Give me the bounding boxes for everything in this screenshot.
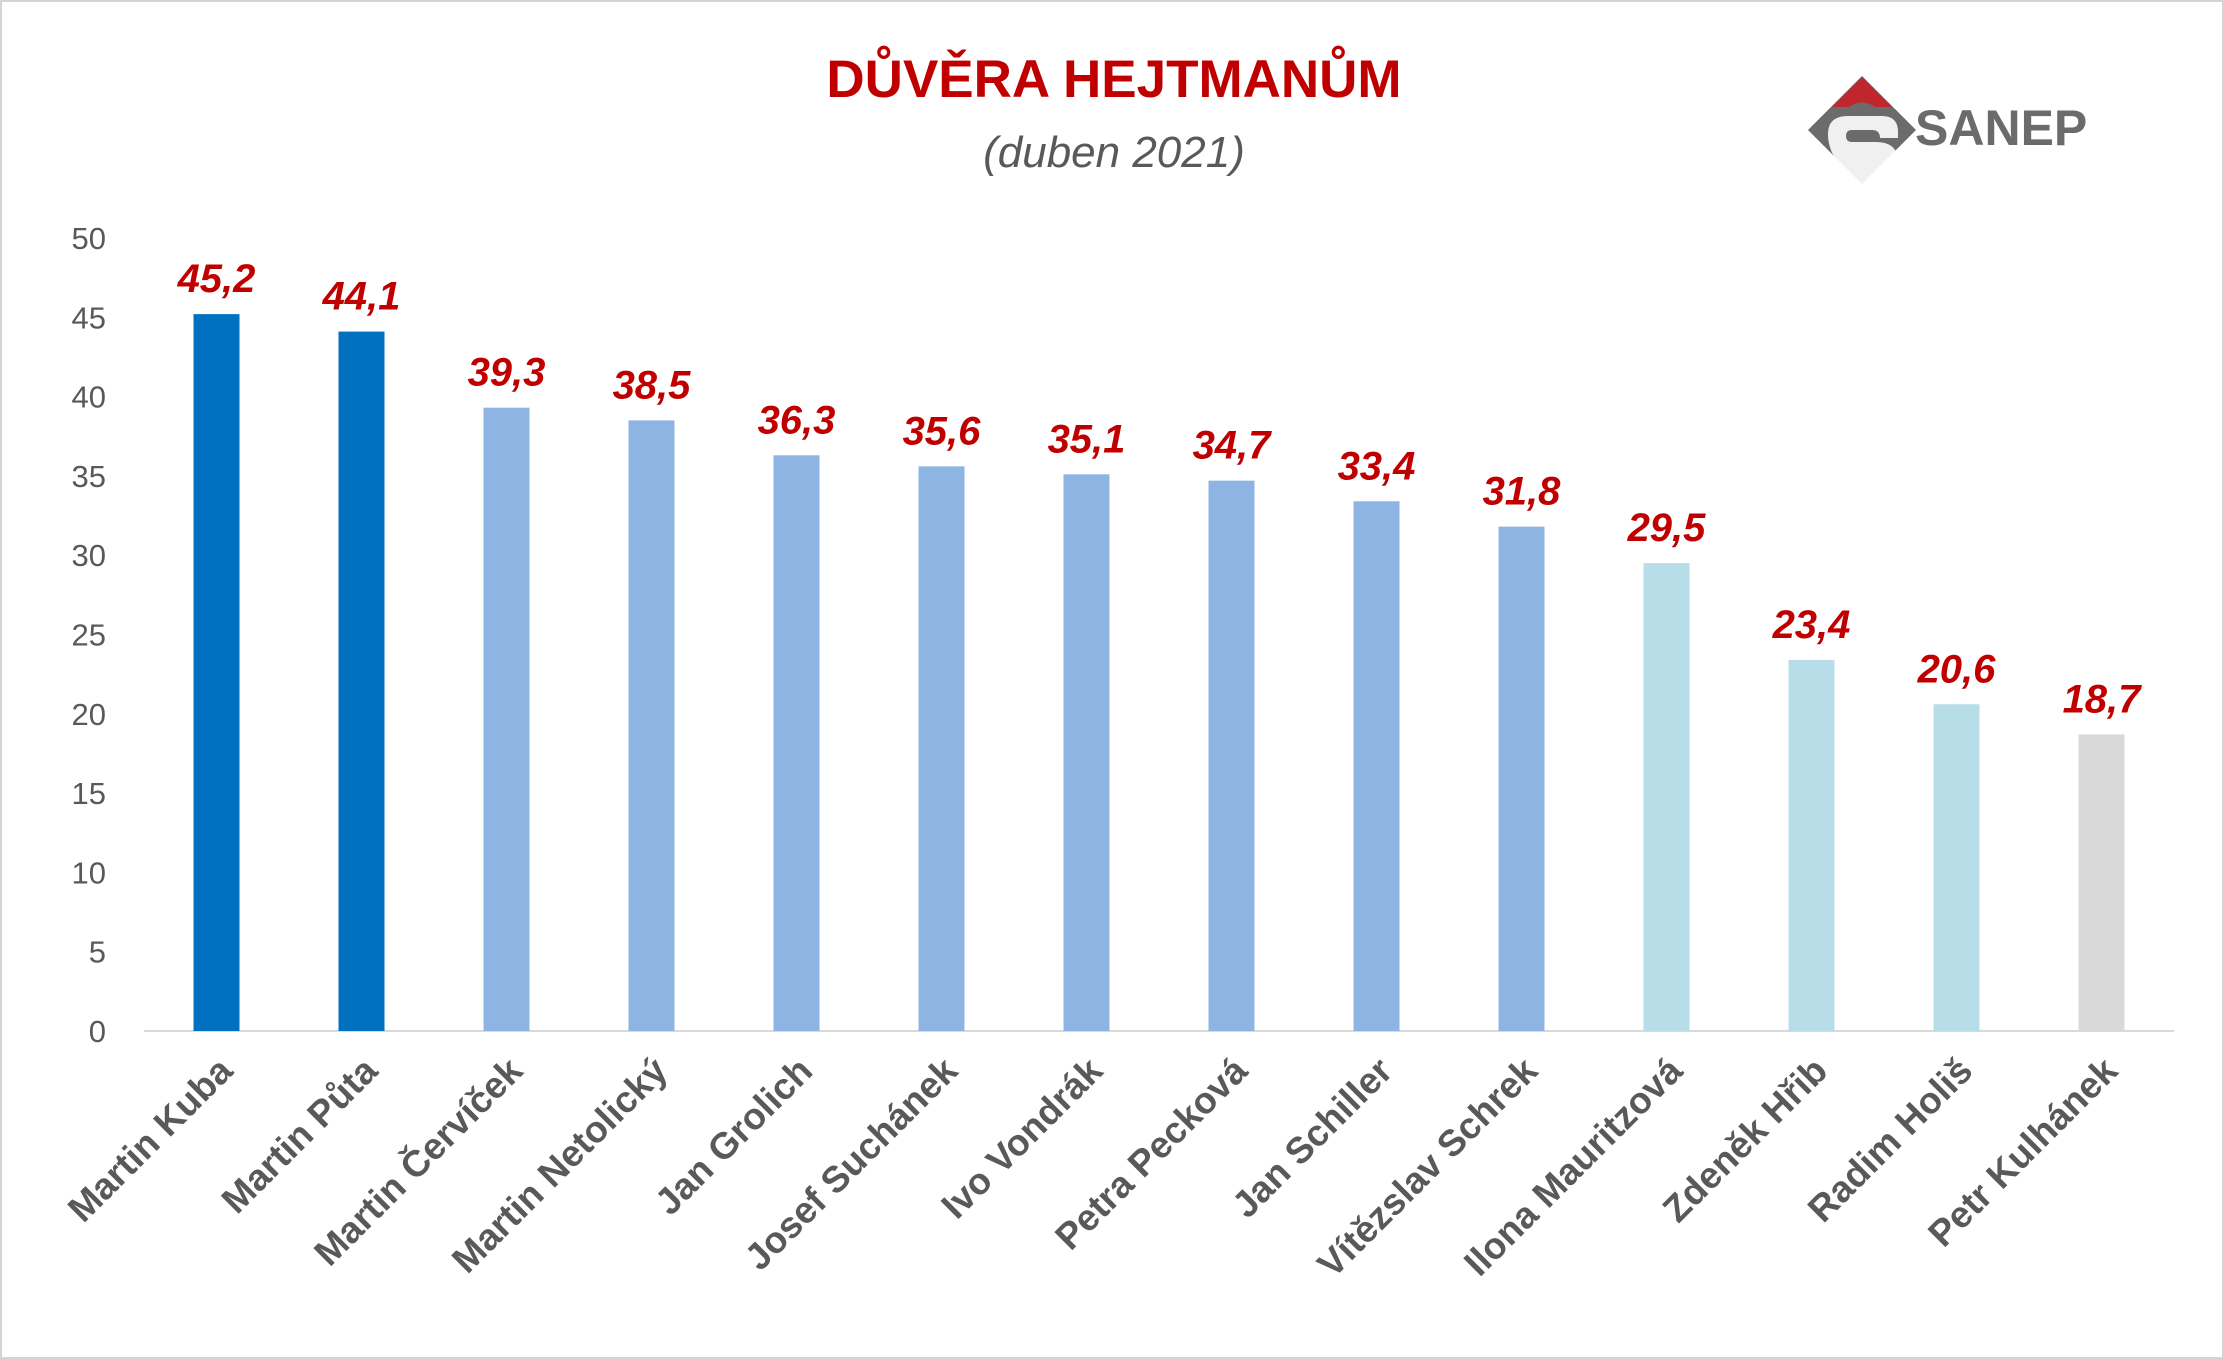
data-label: 20,6 (1917, 647, 1997, 691)
data-label: 31,8 (1483, 470, 1562, 514)
y-tick-label: 50 (72, 221, 106, 256)
chart-subtitle: (duben 2021) (983, 128, 1245, 177)
data-label: 39,3 (468, 351, 546, 395)
y-tick-label: 15 (72, 776, 106, 811)
sanep-logo-icon (1808, 76, 1916, 184)
bars (193, 314, 2125, 1032)
y-axis: 0 5 10 15 20 25 30 35 40 45 50 (72, 221, 106, 1049)
data-label: 29,5 (1627, 506, 1707, 550)
data-label: 34,7 (1193, 424, 1273, 468)
y-tick-label: 5 (89, 935, 106, 970)
data-label: 36,3 (758, 398, 836, 442)
data-label: 44,1 (322, 275, 401, 319)
bar (628, 420, 675, 1031)
y-tick-label: 25 (72, 618, 106, 653)
data-label: 33,4 (1338, 444, 1416, 488)
data-labels: 45,2 44,1 39,3 38,5 36,3 35,6 35,1 34,7 33,4 31,8… (177, 257, 2143, 721)
y-tick-label: 35 (72, 459, 106, 494)
data-label: 18,7 (2063, 677, 2143, 721)
sanep-logo-text: SANEP (1915, 100, 2087, 156)
bar (2078, 734, 2125, 1031)
bar (918, 466, 965, 1031)
bar (1208, 480, 1255, 1032)
data-label: 23,4 (1772, 603, 1851, 647)
y-tick-label: 40 (72, 380, 106, 415)
data-label: 35,1 (1048, 417, 1126, 461)
bar (773, 455, 820, 1032)
bar (1788, 659, 1835, 1031)
bar (1933, 704, 1980, 1031)
chart-title: DŮVĚRA HEJTMANŮM (826, 45, 1401, 109)
x-tick-label: Martin Kuba (60, 1049, 240, 1229)
bar (338, 331, 385, 1032)
bar (483, 407, 530, 1031)
y-tick-label: 0 (89, 1014, 106, 1049)
y-tick-label: 30 (72, 538, 106, 573)
y-tick-label: 20 (72, 697, 106, 732)
data-label: 35,6 (903, 409, 982, 453)
bar (1063, 474, 1110, 1032)
data-label: 45,2 (177, 257, 256, 301)
y-tick-label: 45 (72, 300, 106, 335)
y-tick-label: 10 (72, 855, 106, 890)
bar (1498, 526, 1545, 1031)
data-label: 38,5 (613, 363, 692, 407)
bar (193, 314, 240, 1031)
sanep-logo: SANEP (1808, 76, 2087, 184)
bar (1353, 501, 1400, 1031)
bar (1643, 563, 1690, 1031)
